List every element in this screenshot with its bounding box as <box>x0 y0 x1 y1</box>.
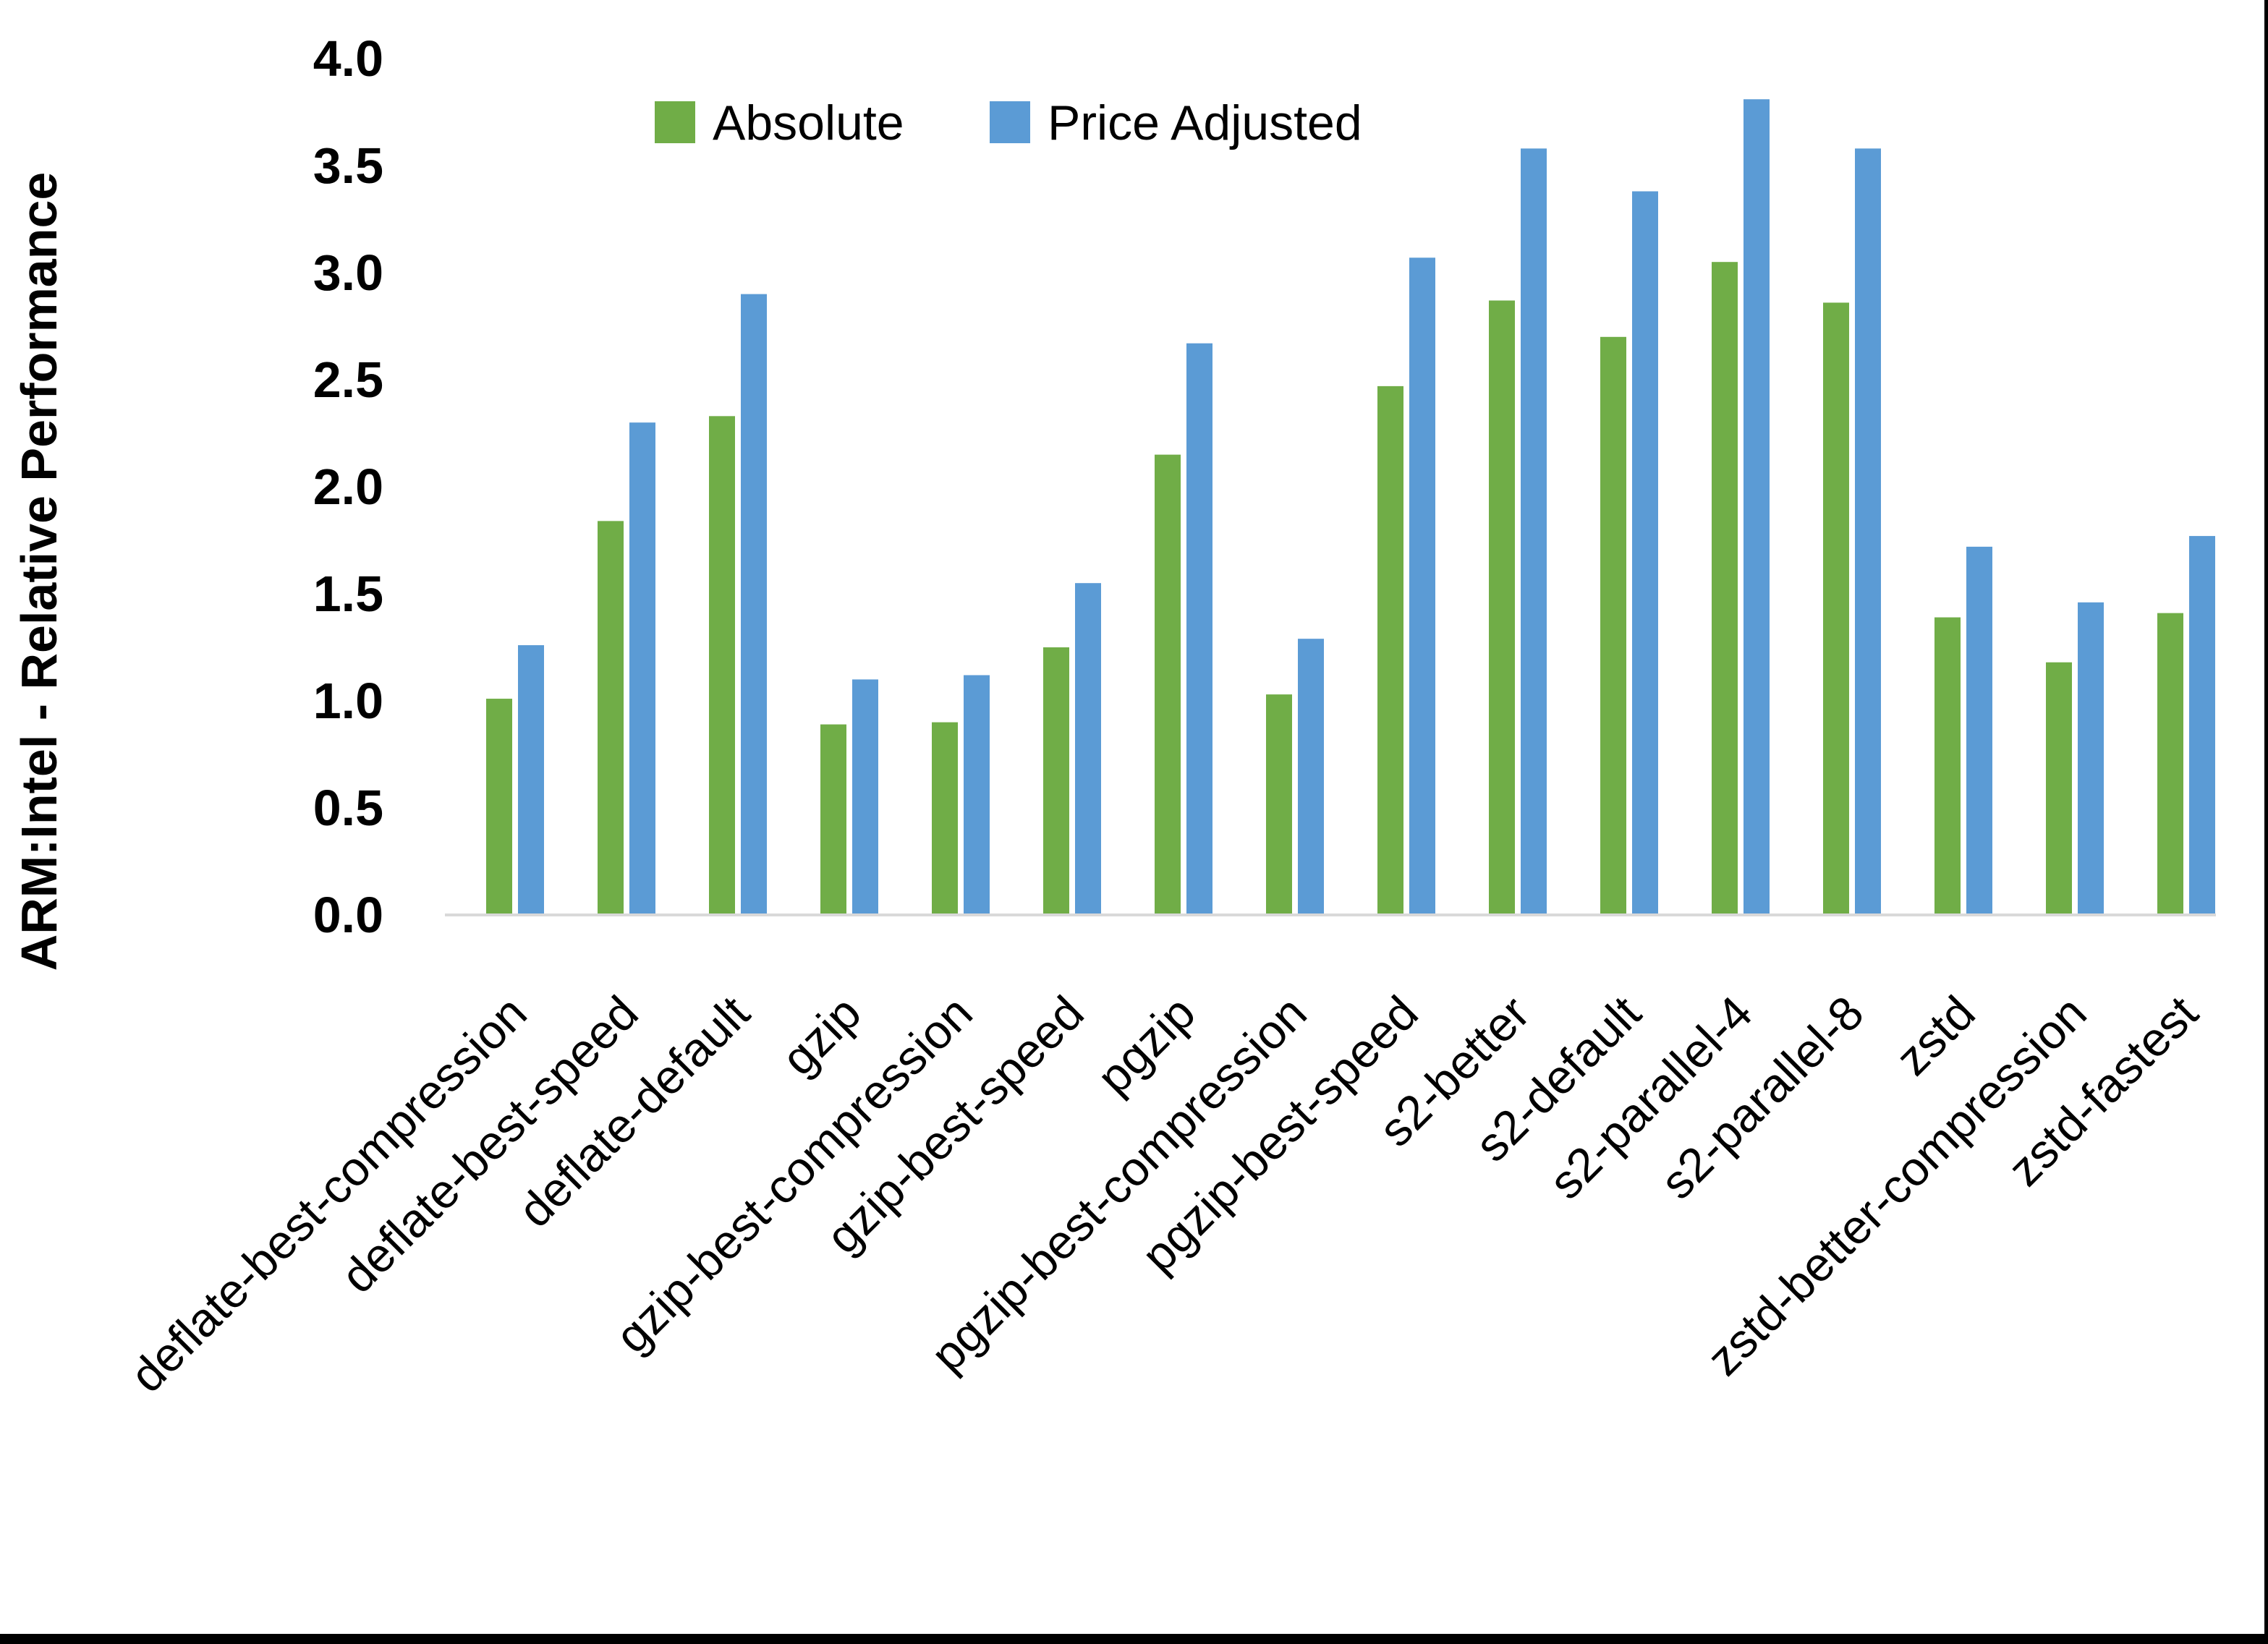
x-axis-category-labels: deflate-best-compressiondeflate-best-spe… <box>120 986 2208 1402</box>
bar-price-adjusted-s2-parallel-4 <box>1744 99 1770 916</box>
bar-price-adjusted-zstd-better-compression <box>2078 602 2104 915</box>
bar-absolute-deflate-best-speed <box>598 521 624 915</box>
bar-price-adjusted-zstd-fastest <box>2189 536 2215 915</box>
bar-absolute-s2-better <box>1489 300 1515 916</box>
bar-price-adjusted-zstd <box>1966 546 1992 915</box>
bar-price-adjusted-deflate-best-compression <box>518 645 544 915</box>
legend-label-absolute: Absolute <box>713 95 904 150</box>
bar-price-adjusted-gzip <box>852 679 878 915</box>
bar-absolute-deflate-best-compression <box>486 699 512 915</box>
bar-price-adjusted-pgzip-best-speed <box>1409 257 1435 915</box>
bar-absolute-pgzip-best-compression <box>1266 694 1292 915</box>
bar-absolute-deflate-default <box>709 416 735 915</box>
bar-absolute-zstd <box>1934 617 1961 915</box>
legend-label-price-adjusted: Price Adjusted <box>1048 95 1362 150</box>
bar-absolute-gzip-best-compression <box>932 722 958 915</box>
bar-price-adjusted-pgzip <box>1186 343 1212 915</box>
x-category-label-zstd: zstd <box>1885 986 1985 1086</box>
bar-absolute-pgzip-best-speed <box>1377 386 1403 915</box>
y-axis-tick-labels: 0.0 0.5 1.0 1.5 2.0 2.5 3.0 3.5 4.0 <box>313 30 383 943</box>
frame-right-border <box>2264 0 2268 1644</box>
bar-price-adjusted-gzip-best-compression <box>964 675 990 915</box>
legend-swatch-absolute <box>655 101 695 143</box>
bar-price-adjusted-pgzip-best-compression <box>1298 639 1324 915</box>
x-category-label-gzip: gzip <box>771 986 871 1086</box>
legend-swatch-price-adjusted <box>990 101 1030 143</box>
bar-absolute-pgzip <box>1155 454 1181 915</box>
bar-price-adjusted-s2-better <box>1521 148 1547 915</box>
bar-price-adjusted-s2-parallel-8 <box>1855 148 1881 915</box>
bars <box>486 99 2215 916</box>
y-tick-label-1.0: 1.0 <box>313 673 383 729</box>
y-tick-label-2.0: 2.0 <box>313 459 383 515</box>
bar-absolute-zstd-fastest <box>2157 613 2183 915</box>
bar-price-adjusted-deflate-default <box>741 294 767 916</box>
bar-absolute-gzip-best-speed <box>1043 647 1069 915</box>
frame-bottom-border <box>0 1634 2268 1644</box>
bar-absolute-s2-parallel-4 <box>1712 262 1738 915</box>
y-tick-label-0.5: 0.5 <box>313 780 383 836</box>
y-axis-title: ARM:Intel - Relative Performance <box>11 172 67 971</box>
y-tick-label-0.0: 0.0 <box>313 887 383 943</box>
bar-absolute-zstd-better-compression <box>2046 662 2072 915</box>
y-tick-label-4.0: 4.0 <box>313 30 383 87</box>
y-tick-label-1.5: 1.5 <box>313 566 383 622</box>
legend: Absolute Price Adjusted <box>655 95 1362 150</box>
bar-absolute-s2-default <box>1600 336 1626 915</box>
y-tick-label-3.5: 3.5 <box>313 137 383 194</box>
bar-price-adjusted-gzip-best-speed <box>1075 583 1101 915</box>
bar-absolute-gzip <box>820 724 846 915</box>
y-tick-label-3.0: 3.0 <box>313 244 383 301</box>
y-tick-label-2.5: 2.5 <box>313 352 383 408</box>
bar-absolute-s2-parallel-8 <box>1823 302 1849 915</box>
bar-price-adjusted-s2-default <box>1632 191 1658 915</box>
bar-price-adjusted-deflate-best-speed <box>629 422 655 915</box>
